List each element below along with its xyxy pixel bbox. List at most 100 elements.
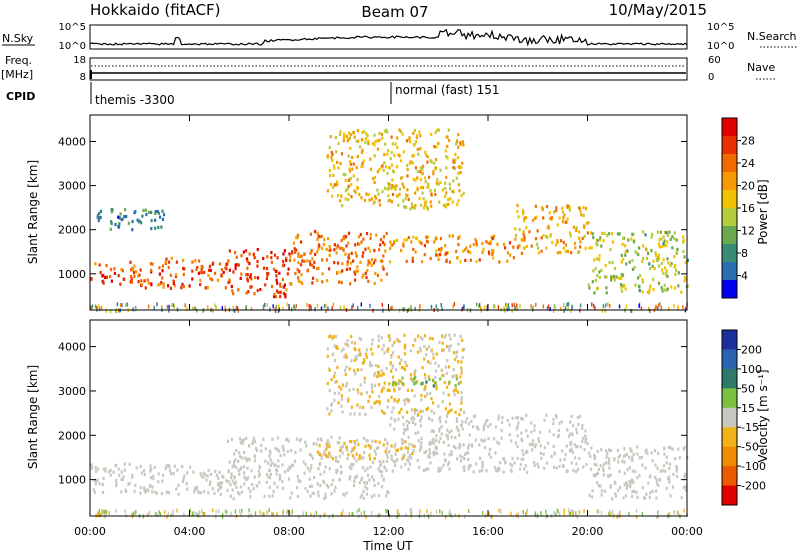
- velocity-cell: [428, 377, 431, 382]
- power-cell: [665, 231, 668, 235]
- velocity-cell: [595, 463, 598, 467]
- power-cell: [455, 176, 458, 180]
- power-cell: [641, 278, 644, 282]
- velocity-cell: [101, 490, 105, 494]
- power-cell: [457, 171, 460, 175]
- power-cell: [592, 269, 595, 273]
- velocity-cell: [297, 514, 300, 519]
- power-cell: [405, 205, 408, 210]
- velocity-cell: [231, 488, 234, 492]
- velocity-cell: [149, 476, 153, 480]
- power-cell: [293, 258, 296, 262]
- power-cell: [541, 208, 544, 212]
- velocity-cell: [248, 444, 251, 448]
- velocity-cell: [290, 491, 293, 495]
- velocity-cell: [572, 468, 575, 472]
- velocity-cell: [571, 450, 574, 454]
- velocity-cell: [489, 455, 492, 459]
- velocity-cell: [545, 461, 549, 465]
- velocity-cell: [578, 414, 582, 419]
- velocity-cell: [221, 513, 224, 518]
- velocity-cell: [623, 483, 626, 487]
- power-cell: [413, 143, 416, 147]
- velocity-cell: [661, 469, 664, 473]
- power-cell: [566, 204, 569, 208]
- velocity-cell: [248, 508, 250, 513]
- velocity-cell: [117, 467, 120, 471]
- velocity-cell: [675, 469, 678, 473]
- power-cell: [623, 283, 626, 287]
- power-cell: [417, 152, 420, 156]
- velocity-cell: [665, 455, 668, 459]
- power-cell: [670, 285, 673, 289]
- power-cell: [253, 256, 256, 260]
- velocity-cell: [417, 439, 420, 443]
- velocity-cell: [371, 338, 374, 342]
- velocity-colorbar-swatch: [722, 349, 737, 370]
- power-cell: [401, 182, 404, 186]
- velocity-cell: [631, 490, 634, 494]
- power-cell: [591, 232, 594, 236]
- power-cell: [360, 164, 363, 168]
- noise-label-right: N.Search: [747, 30, 797, 43]
- velocity-cell: [424, 376, 427, 380]
- velocity-cell: [537, 465, 540, 469]
- power-cell: [550, 216, 553, 220]
- velocity-cell: [359, 383, 362, 387]
- velocity-cell: [404, 428, 407, 432]
- velocity-cell: [634, 470, 637, 474]
- velocity-cell: [631, 455, 634, 459]
- velocity-cell: [336, 469, 339, 473]
- velocity-cell: [408, 442, 411, 446]
- velocity-cell: [335, 459, 338, 463]
- velocity-cell: [431, 429, 434, 433]
- power-cell: [333, 248, 336, 252]
- power-cell: [451, 234, 454, 238]
- power-cell: [361, 148, 364, 152]
- power-cell: [665, 269, 668, 273]
- power-cell: [514, 227, 517, 231]
- power-cell: [97, 218, 100, 223]
- velocity-cell: [296, 475, 299, 479]
- power-cell: [351, 156, 354, 160]
- velocity-cell: [338, 385, 341, 389]
- power-cell: [579, 245, 582, 249]
- power-cell: [421, 186, 425, 190]
- power-cell: [234, 267, 237, 271]
- velocity-cell: [170, 472, 173, 476]
- velocity-cell: [326, 354, 329, 358]
- velocity-cell: [238, 451, 241, 455]
- velocity-ylabel: Slant Range [km]: [26, 365, 40, 469]
- power-cell: [562, 240, 565, 245]
- velocity-cell: [426, 509, 428, 513]
- velocity-cell: [131, 473, 134, 478]
- power-cell: [449, 197, 452, 201]
- power-cell: [160, 281, 163, 285]
- velocity-cell: [382, 478, 385, 482]
- velocity-cell: [212, 508, 214, 513]
- velocity-cell: [629, 485, 632, 489]
- power-cell: [237, 308, 239, 313]
- power-cell: [485, 240, 488, 244]
- velocity-cell: [371, 342, 374, 346]
- velocity-cell: [600, 489, 603, 493]
- velocity-cell: [370, 364, 373, 368]
- velocity-cell: [488, 452, 491, 456]
- power-cell: [383, 186, 387, 190]
- velocity-colorbar-swatch: [722, 427, 737, 448]
- power-cell: [354, 272, 357, 276]
- velocity-cell: [531, 448, 534, 452]
- power-cell: [373, 281, 376, 285]
- velocity-cell: [424, 394, 427, 398]
- velocity-cell: [148, 510, 151, 515]
- velocity-cell: [356, 403, 359, 407]
- velocity-cell: [360, 337, 363, 342]
- power-cell: [113, 271, 116, 275]
- velocity-cell: [365, 352, 368, 356]
- power-cell: [342, 248, 345, 252]
- power-cell: [121, 217, 124, 221]
- power-cell: [623, 244, 627, 248]
- power-cell: [348, 136, 351, 140]
- power-cell: [231, 289, 234, 293]
- power-cell: [644, 233, 647, 237]
